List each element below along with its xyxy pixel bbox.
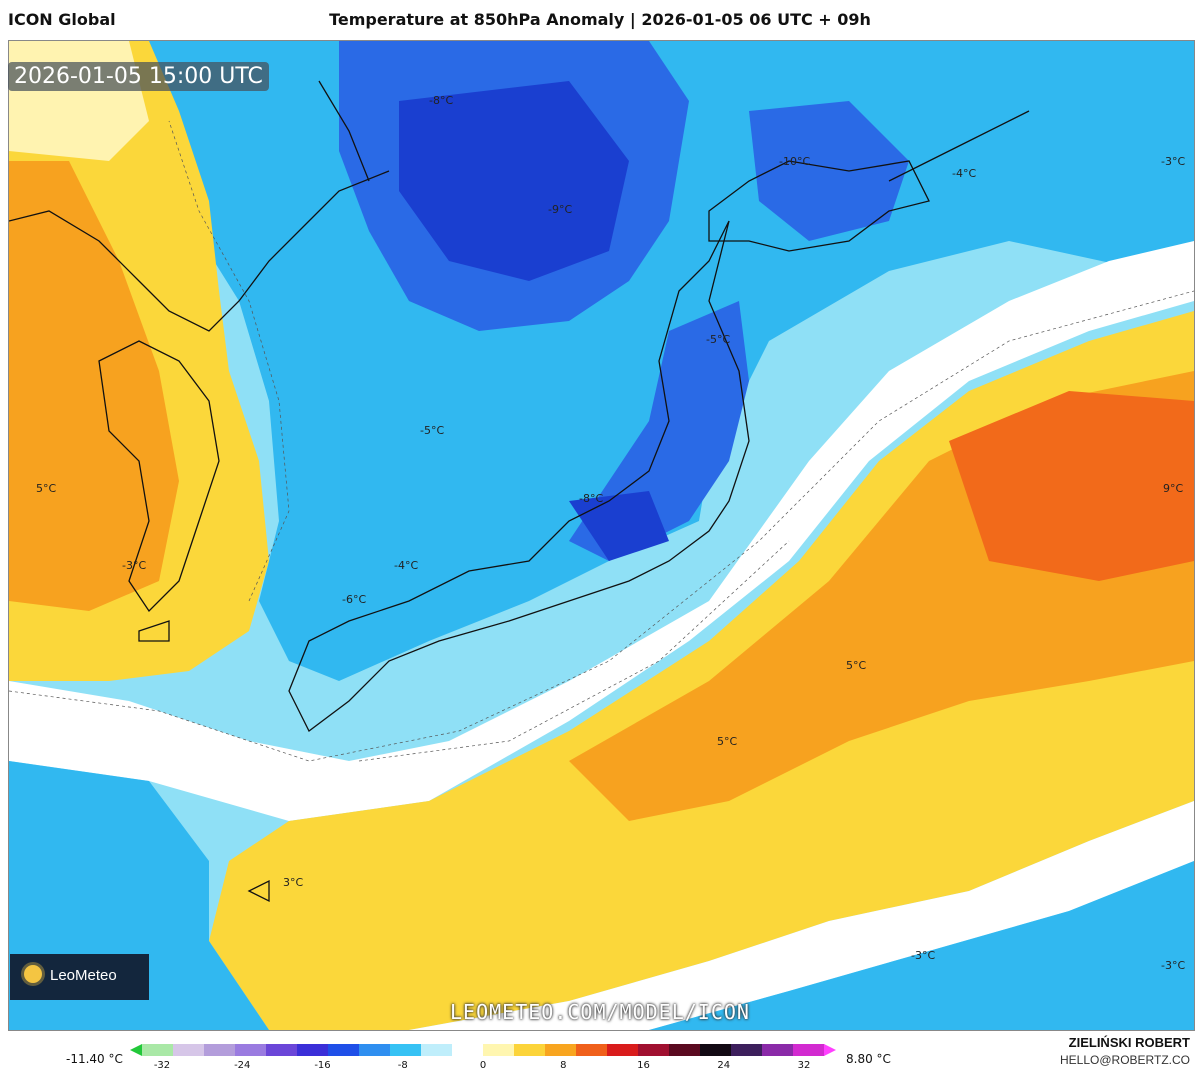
colorbar-left-arrow — [130, 1044, 142, 1056]
colorbar-tick-label: 24 — [717, 1060, 731, 1071]
colorbar-segment — [483, 1044, 515, 1056]
coastlines — [9, 80, 1030, 903]
colorbar-segment — [266, 1044, 298, 1056]
footer: -11.40 °C -32 -24 -16 -8 0 8 16 24 32 8.80 °C ZI… — [0, 1030, 1200, 1074]
brand-logo: LeoMeteo — [10, 954, 149, 1000]
colorbar-segment — [607, 1044, 639, 1056]
author-email: HELLO@ROBERTZ.CO — [1060, 1053, 1190, 1067]
sun-icon — [24, 965, 42, 983]
colorbar-segment — [700, 1044, 732, 1056]
colorbar-segment — [514, 1044, 546, 1056]
map-frame: -8°C -10°C -3°C -4°C -9°C -5°C -5°C 5°C … — [8, 40, 1195, 1031]
colorbar-tick-label: -24 — [234, 1060, 251, 1071]
map-label: -8°C — [579, 492, 604, 505]
colorbar-tick-label: 0 — [479, 1060, 487, 1071]
colorbar-segment — [731, 1044, 763, 1056]
neutral-band — [9, 241, 1194, 821]
author-name: ZIELIŃSKI ROBERT — [1068, 1035, 1190, 1050]
colorbar-segment — [328, 1044, 360, 1056]
colorbar-tick-label: 8 — [560, 1060, 567, 1071]
map-label: -5°C — [420, 424, 445, 437]
temperature-anomaly-map — [9, 41, 1194, 1030]
colorbar-segment — [359, 1044, 391, 1056]
contour-lines — [9, 120, 1194, 762]
map-label: 3°C — [283, 876, 304, 889]
map-label: -3°C — [1161, 959, 1186, 972]
map-label: -10°C — [779, 155, 811, 168]
brand-name: LeoMeteo — [50, 967, 117, 984]
colorbar-segment — [762, 1044, 794, 1056]
map-label: -5°C — [706, 333, 731, 346]
colorbar-segment — [142, 1044, 174, 1056]
map-label: -8°C — [429, 94, 454, 107]
map-title: Temperature at 850hPa Anomaly | 2026-01-… — [329, 10, 871, 29]
map-label: -6°C — [342, 593, 367, 606]
colorbar-tick-label: -16 — [314, 1060, 331, 1071]
colorbar-segment — [638, 1044, 670, 1056]
colorbar-min-label: -11.40 °C — [66, 1052, 123, 1066]
map-label: -9°C — [548, 203, 573, 216]
map-label: 5°C — [846, 659, 867, 672]
colorbar-segment — [576, 1044, 608, 1056]
colorbar-tick-label: 16 — [637, 1060, 650, 1071]
map-label: 9°C — [1163, 482, 1184, 495]
colorbar-right-arrow — [824, 1044, 836, 1056]
colorbar-segment — [545, 1044, 577, 1056]
colorbar-tick-label: -32 — [153, 1060, 171, 1071]
colorbar-segment — [669, 1044, 701, 1056]
colorbar-segment — [204, 1044, 236, 1056]
colorbar-segment — [452, 1044, 484, 1056]
header: ICON Global Temperature at 850hPa Anomal… — [0, 0, 1200, 38]
map-label: 5°C — [717, 735, 738, 748]
colorbar-segment — [793, 1044, 825, 1056]
colorbar-segment — [421, 1044, 453, 1056]
colorbar-ticks: -32 -24 -16 -8 0 8 16 24 32 — [130, 1060, 836, 1074]
colorbar-segment — [235, 1044, 267, 1056]
colorbar-segment — [390, 1044, 422, 1056]
map-label: -4°C — [394, 559, 419, 572]
map-label: 5°C — [36, 482, 57, 495]
model-name: ICON Global — [8, 10, 116, 29]
map-label: -3°C — [1161, 155, 1186, 168]
colorbar-tick-label: 32 — [797, 1060, 811, 1071]
map-label: -3°C — [911, 949, 936, 962]
colorbar-segment — [297, 1044, 329, 1056]
valid-time-badge: 2026-01-05 15:00 UTC — [8, 62, 269, 91]
colorbar-tick-label: -8 — [397, 1060, 408, 1071]
map-label: -4°C — [952, 167, 977, 180]
website-watermark: LEOMETEO.COM/MODEL/ICON — [450, 1000, 750, 1024]
colorbar — [130, 1044, 836, 1056]
map-label: -3°C — [122, 559, 147, 572]
colorbar-segment — [173, 1044, 205, 1056]
colorbar-max-label: 8.80 °C — [846, 1052, 891, 1066]
